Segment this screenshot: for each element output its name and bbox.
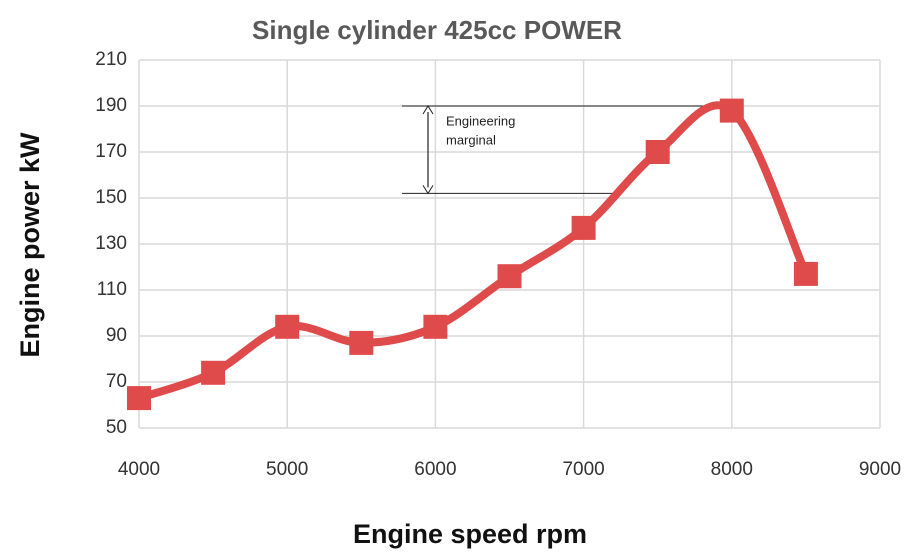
x-tick-label: 8000 [711, 459, 753, 480]
marker [127, 386, 151, 411]
x-tick-label: 7000 [562, 459, 604, 480]
x-tick-label: 6000 [414, 459, 456, 480]
y-axis-label: Engine power kW [15, 132, 45, 358]
marker [645, 140, 670, 164]
arrow-head [422, 105, 434, 115]
x-tick-label: 4000 [118, 459, 160, 480]
y-tick-label: 70 [106, 371, 127, 392]
y-tick-label: 170 [95, 141, 127, 162]
chart-title: Single cylinder 425cc POWER [252, 15, 622, 45]
annotation-text: Engineering [446, 113, 515, 128]
annotation-text: marginal [446, 132, 496, 147]
y-tick-label: 110 [97, 279, 127, 300]
marker [793, 261, 818, 286]
x-tick-label: 5000 [266, 459, 308, 480]
marker [423, 314, 448, 339]
marker [275, 314, 300, 339]
y-tick-label: 50 [106, 417, 127, 438]
series-line [137, 101, 810, 402]
marker [201, 360, 226, 385]
marker [719, 98, 744, 123]
y-tick-label: 190 [95, 95, 127, 116]
y-tick-label: 150 [95, 187, 127, 208]
marker [349, 330, 374, 355]
arrow-head [422, 185, 434, 195]
y-tick-label: 210 [95, 49, 127, 70]
y-tick-label: 130 [95, 233, 127, 254]
marker [571, 215, 596, 240]
x-axis-label: Engine speed rpm [353, 519, 587, 549]
y-tick-label: 90 [106, 325, 127, 346]
x-tick-label: 9000 [859, 459, 901, 480]
marker [497, 264, 522, 289]
